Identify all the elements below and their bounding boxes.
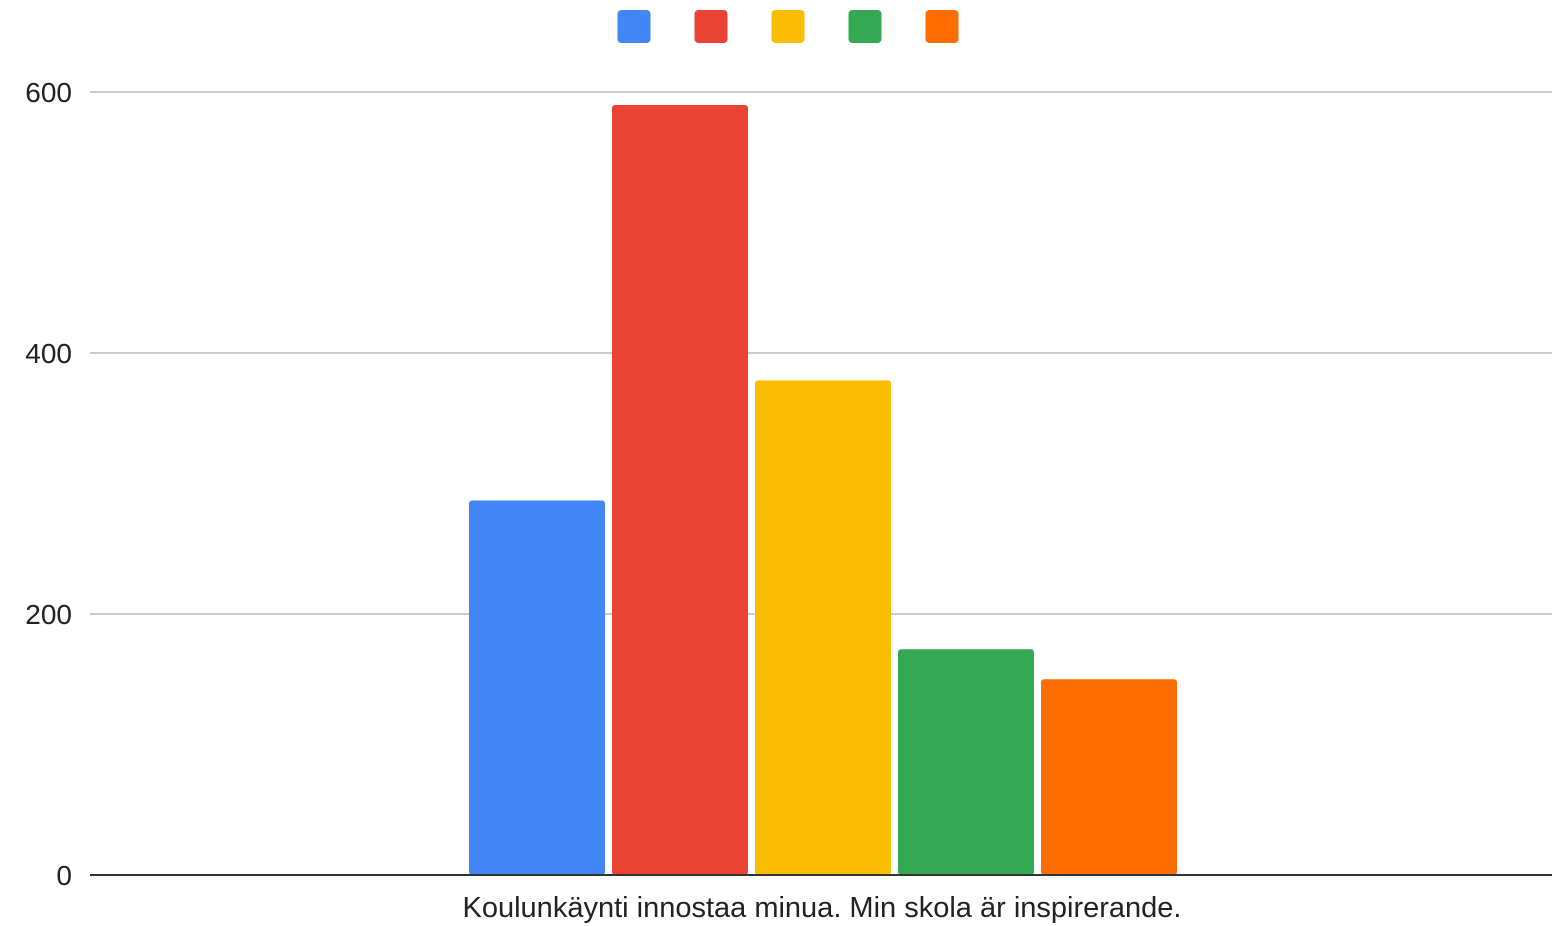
bar-series-3 <box>755 380 891 875</box>
legend-swatch-3 <box>771 10 805 43</box>
bar-series-4 <box>898 649 1034 875</box>
bars <box>469 105 1177 876</box>
bar-series-1 <box>469 500 605 875</box>
chart-legend <box>617 10 959 43</box>
legend-swatch-4 <box>848 10 882 43</box>
bar-series-5 <box>1041 679 1177 875</box>
y-axis-ticks: 0 200 400 600 <box>25 77 72 891</box>
y-tick-label: 200 <box>25 599 72 630</box>
legend-swatch-5 <box>925 10 959 43</box>
bar-series-2 <box>612 105 748 876</box>
legend-swatch-2 <box>694 10 728 43</box>
y-tick-label: 600 <box>25 77 72 108</box>
legend-swatch-1 <box>617 10 651 43</box>
y-tick-label: 400 <box>25 338 72 369</box>
category-label: Koulunkäynti innostaa minua. Min skola ä… <box>463 892 1182 924</box>
y-tick-label: 0 <box>56 860 72 891</box>
